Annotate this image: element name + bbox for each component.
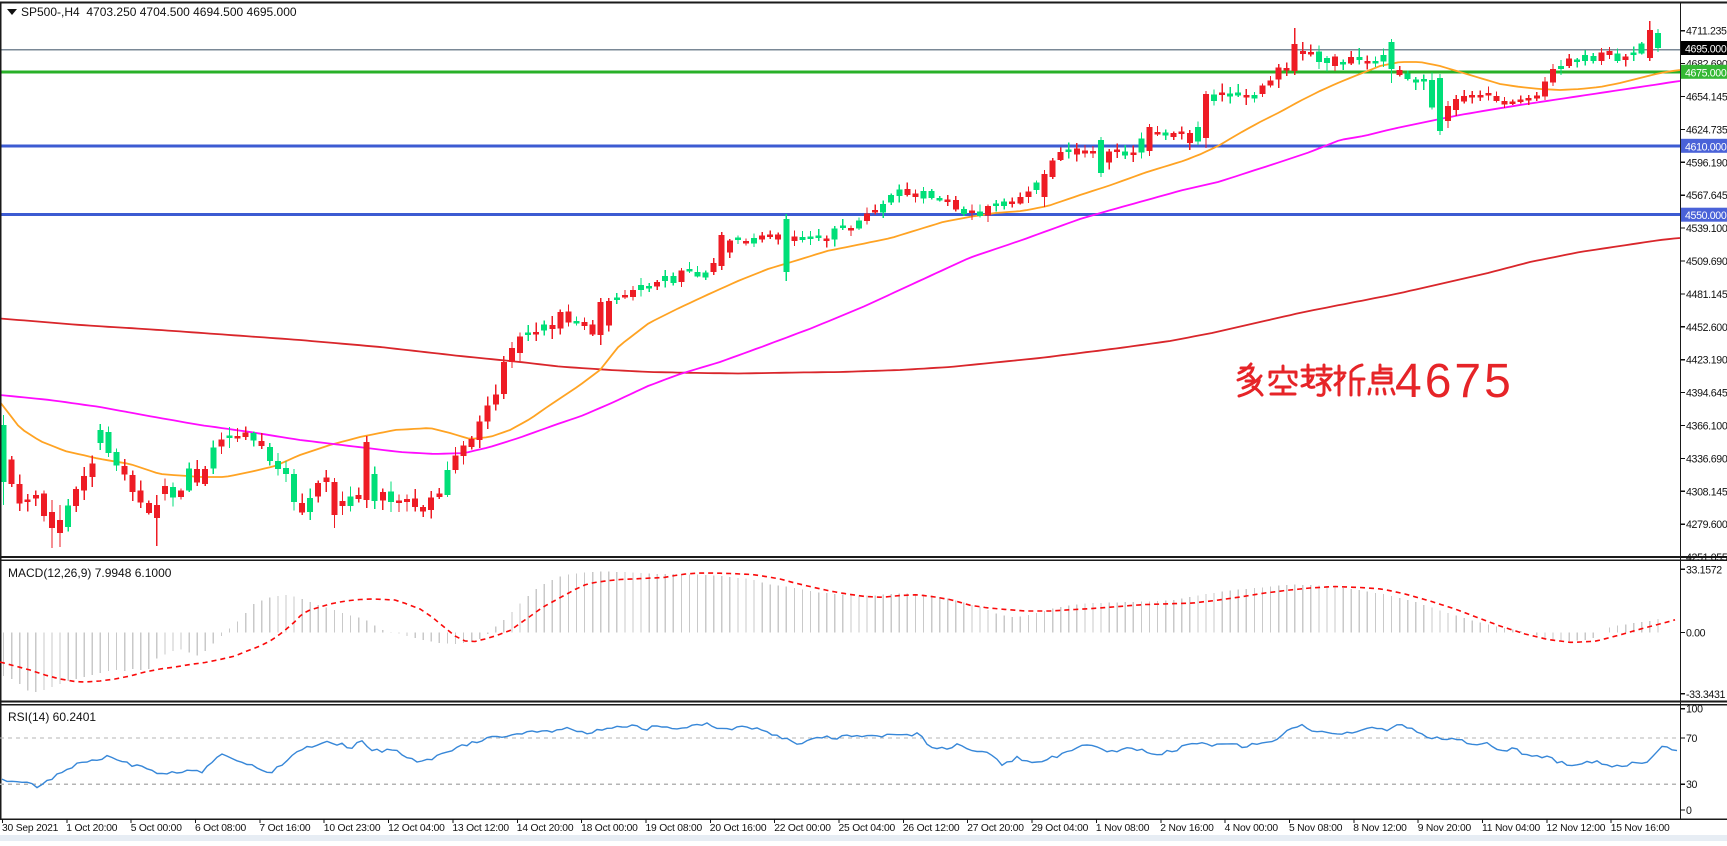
svg-text:4336.690: 4336.690 [1686, 453, 1727, 465]
svg-text:12 Oct 04:00: 12 Oct 04:00 [388, 823, 445, 834]
svg-text:4423.190: 4423.190 [1686, 355, 1727, 367]
svg-text:4539.100: 4539.100 [1686, 223, 1727, 235]
svg-text:4711.235: 4711.235 [1686, 26, 1727, 38]
svg-text:18 Oct 00:00: 18 Oct 00:00 [581, 823, 638, 834]
svg-text:1 Nov 08:00: 1 Nov 08:00 [1096, 823, 1150, 834]
svg-text:SP500-,H4 4703.250 4704.500 4: SP500-,H4 4703.250 4704.500 4694.500 469… [21, 5, 297, 19]
svg-text:4675.000: 4675.000 [1685, 67, 1727, 79]
svg-text:4452.600: 4452.600 [1686, 322, 1727, 334]
svg-text:4251.055: 4251.055 [1686, 552, 1727, 564]
svg-text:33.1572: 33.1572 [1686, 564, 1722, 576]
svg-text:7 Oct 16:00: 7 Oct 16:00 [259, 823, 311, 834]
svg-text:4695.000: 4695.000 [1685, 44, 1727, 56]
svg-text:4279.600: 4279.600 [1686, 519, 1727, 531]
svg-text:20 Oct 16:00: 20 Oct 16:00 [710, 823, 767, 834]
svg-text:4509.690: 4509.690 [1686, 256, 1727, 268]
svg-text:11 Nov 04:00: 11 Nov 04:00 [1482, 823, 1541, 834]
svg-text:4654.145: 4654.145 [1686, 92, 1727, 104]
svg-text:15 Nov 16:00: 15 Nov 16:00 [1611, 823, 1670, 834]
svg-text:19 Oct 08:00: 19 Oct 08:00 [646, 823, 703, 834]
svg-text:RSI(14) 60.2401: RSI(14) 60.2401 [8, 710, 96, 724]
svg-text:9 Nov 20:00: 9 Nov 20:00 [1418, 823, 1472, 834]
svg-text:5 Nov 08:00: 5 Nov 08:00 [1289, 823, 1343, 834]
svg-text:1 Oct 20:00: 1 Oct 20:00 [66, 823, 118, 834]
svg-text:8 Nov 12:00: 8 Nov 12:00 [1353, 823, 1407, 834]
svg-text:4550.000: 4550.000 [1685, 210, 1727, 222]
svg-text:6 Oct 08:00: 6 Oct 08:00 [195, 823, 247, 834]
svg-text:4567.645: 4567.645 [1686, 190, 1727, 202]
svg-text:10 Oct 23:00: 10 Oct 23:00 [324, 823, 381, 834]
svg-text:25 Oct 04:00: 25 Oct 04:00 [839, 823, 896, 834]
svg-text:12 Nov 12:00: 12 Nov 12:00 [1546, 823, 1605, 834]
svg-text:-33.3431: -33.3431 [1686, 689, 1725, 701]
svg-text:4624.735: 4624.735 [1686, 124, 1727, 136]
svg-text:30 Sep 2021: 30 Sep 2021 [2, 823, 59, 834]
svg-text:4366.100: 4366.100 [1686, 421, 1727, 433]
svg-text:4596.190: 4596.190 [1686, 157, 1727, 169]
svg-text:100: 100 [1686, 704, 1703, 716]
svg-text:4675: 4675 [1395, 355, 1514, 408]
svg-text:5 Oct 00:00: 5 Oct 00:00 [131, 823, 183, 834]
svg-text:4308.145: 4308.145 [1686, 486, 1727, 498]
svg-text:22 Oct 00:00: 22 Oct 00:00 [774, 823, 831, 834]
svg-text:26 Oct 12:00: 26 Oct 12:00 [903, 823, 960, 834]
svg-text:70: 70 [1686, 733, 1698, 745]
svg-text:13 Oct 12:00: 13 Oct 12:00 [452, 823, 509, 834]
svg-text:29 Oct 04:00: 29 Oct 04:00 [1032, 823, 1089, 834]
svg-text:0: 0 [1686, 805, 1692, 817]
svg-text:MACD(12,26,9) 7.9948 6.1000: MACD(12,26,9) 7.9948 6.1000 [8, 566, 172, 580]
svg-text:14 Oct 20:00: 14 Oct 20:00 [517, 823, 574, 834]
svg-text:4610.000: 4610.000 [1685, 141, 1727, 153]
svg-text:4394.645: 4394.645 [1686, 388, 1727, 400]
svg-text:0.00: 0.00 [1686, 628, 1706, 640]
svg-text:30: 30 [1686, 779, 1698, 791]
svg-text:2 Nov 16:00: 2 Nov 16:00 [1160, 823, 1214, 834]
svg-text:4481.145: 4481.145 [1686, 289, 1727, 301]
svg-text:4 Nov 00:00: 4 Nov 00:00 [1225, 823, 1279, 834]
svg-text:27 Oct 20:00: 27 Oct 20:00 [967, 823, 1024, 834]
